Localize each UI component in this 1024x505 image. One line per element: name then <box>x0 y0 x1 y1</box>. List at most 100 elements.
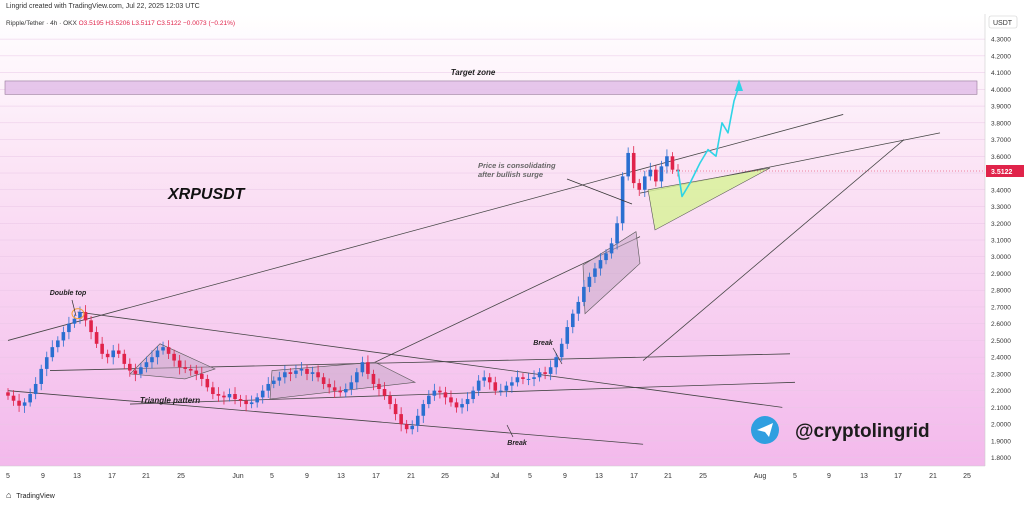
x-tick-label: 5 <box>793 473 797 480</box>
candle-body <box>526 378 531 380</box>
y-tick-label: 2.3000 <box>991 371 1011 378</box>
y-tick-label: 4.0000 <box>991 87 1011 94</box>
y-tick-label: 3.1000 <box>991 238 1011 245</box>
trend-line <box>77 311 783 408</box>
x-tick-label: 5 <box>528 473 532 480</box>
candle-body <box>360 362 365 373</box>
y-tick-label: 2.8000 <box>991 288 1011 295</box>
candle-body <box>593 268 597 277</box>
candle-body <box>443 392 448 398</box>
trend-line <box>642 139 905 361</box>
y-tick-label: 3.0000 <box>991 254 1011 261</box>
price-axis <box>985 14 1024 466</box>
candle-body <box>155 350 160 358</box>
candle-body <box>83 311 88 321</box>
candle-body <box>139 367 143 374</box>
candle-body <box>366 362 370 374</box>
candle-body <box>487 377 492 383</box>
x-tick-label: 17 <box>894 473 902 480</box>
candle-body <box>61 332 66 341</box>
trend-line <box>7 114 844 341</box>
x-tick-label: 13 <box>860 473 868 480</box>
candle-body <box>388 395 392 405</box>
candle-body <box>172 353 176 361</box>
projection-arrowhead <box>735 79 743 92</box>
candle-body <box>493 382 498 391</box>
y-tick-label: 4.3000 <box>991 37 1011 44</box>
x-tick-label: 13 <box>73 473 81 480</box>
candle-body <box>415 415 420 426</box>
candle-body <box>271 380 276 384</box>
candle-body <box>471 390 475 400</box>
y-tick-label: 2.9000 <box>991 271 1011 278</box>
candle-body <box>321 377 326 384</box>
candle-body <box>626 152 630 177</box>
x-tick-label: 5 <box>270 473 274 480</box>
currency-box <box>988 15 1018 29</box>
double-top-label: Double top <box>50 290 87 297</box>
price-chart[interactable]: USDT 4.3000 4.2000 4.1000 4.0000 3.9000 3.8000… <box>0 14 1024 487</box>
y-tick-label: 3.8000 <box>991 120 1011 127</box>
y-tick-label: 2.2000 <box>991 388 1011 395</box>
candle-body <box>222 395 226 398</box>
candle-body <box>371 373 376 384</box>
candle-body <box>288 372 293 374</box>
chart-area[interactable]: USDT 4.3000 4.2000 4.1000 4.0000 3.9000 3.8000… <box>0 14 1024 487</box>
credit-text: Lingrid created with TradingView.com, Ju… <box>6 3 200 10</box>
x-tick-label: 21 <box>407 473 415 480</box>
consolidation-label: Price is consolidating after bullish surg… <box>478 161 556 179</box>
candle-body <box>44 357 49 369</box>
x-tick-label: 25 <box>963 473 971 480</box>
candle-body <box>510 382 514 386</box>
double-top-marker <box>71 308 85 320</box>
x-tick-label: 25 <box>441 473 449 480</box>
x-tick-label: Aug <box>754 473 767 480</box>
candle-body <box>39 368 44 384</box>
candle-body <box>33 383 38 395</box>
candle-body <box>17 400 21 406</box>
candle-body <box>11 395 16 401</box>
candle-body <box>22 402 27 406</box>
candle-body <box>260 390 265 398</box>
candle-body <box>670 156 675 170</box>
candle-body <box>521 377 525 379</box>
candle-body <box>161 347 165 351</box>
x-tick-label: 25 <box>177 473 185 480</box>
candle-body <box>532 377 536 379</box>
candle-body <box>654 169 658 182</box>
candle-body <box>177 360 182 368</box>
trend-line <box>7 390 644 445</box>
x-tick-label: 9 <box>305 473 309 480</box>
candle-body <box>432 390 437 396</box>
x-tick-label: 21 <box>929 473 937 480</box>
candle-body <box>465 399 470 405</box>
candle-body <box>615 223 619 244</box>
y-tick-label: 2.5000 <box>991 338 1011 345</box>
candle-body <box>89 320 93 333</box>
candle-body <box>515 377 520 383</box>
y-tick-label: 3.9000 <box>991 104 1011 111</box>
break-arrow-lower <box>506 424 514 438</box>
candle-body <box>200 373 204 379</box>
currency-label: USDT <box>993 20 1013 27</box>
candle-body <box>72 318 77 324</box>
candle-body <box>482 377 486 381</box>
candle-body <box>316 372 320 378</box>
break-label-lower: Break <box>507 440 528 447</box>
candle-body <box>67 323 71 333</box>
x-tick-label: Jul <box>491 473 500 480</box>
last-price-tag <box>986 164 1024 177</box>
candle-body <box>648 169 653 177</box>
candle-body <box>166 347 171 354</box>
candle-body <box>543 372 547 374</box>
candle-body <box>576 301 581 314</box>
candle-body <box>410 425 415 430</box>
candle-body <box>227 394 232 398</box>
target-zone-label: Target zone <box>451 68 496 77</box>
candle-body <box>338 390 343 393</box>
candle-body <box>28 394 32 403</box>
consolidation-triangle <box>647 167 771 231</box>
x-tick-label: 17 <box>108 473 116 480</box>
x-tick-label: 13 <box>595 473 603 480</box>
candle-body <box>587 276 592 287</box>
